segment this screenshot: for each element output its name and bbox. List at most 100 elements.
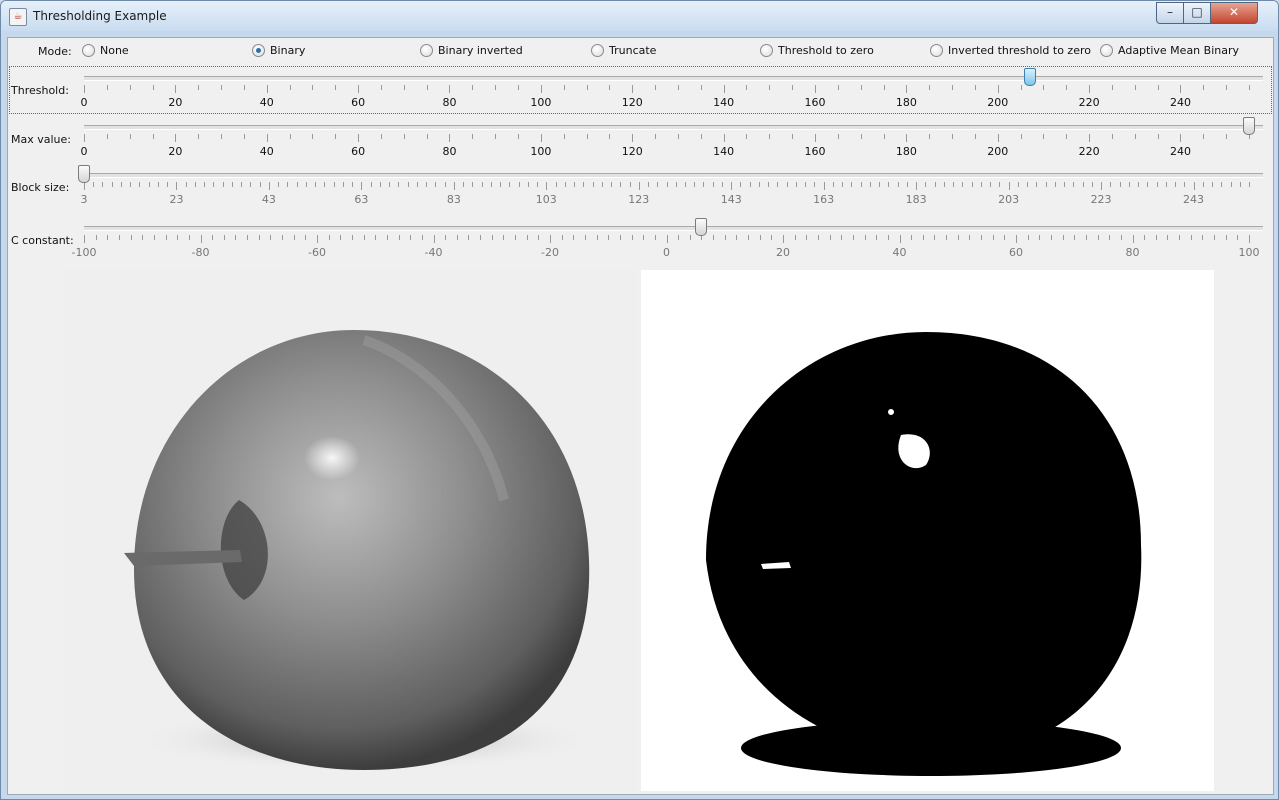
radio-button[interactable] [252, 44, 265, 57]
tick-label: 40 [259, 145, 274, 158]
tick-mark [611, 182, 613, 187]
tick-mark [1214, 235, 1216, 240]
mode-option-label: Inverted threshold to zero [948, 44, 1091, 57]
mode-option-adaptive-mean-binary[interactable]: Adaptive Mean Binary [1100, 44, 1239, 57]
tick-mark [315, 182, 317, 187]
tick-mark [823, 182, 825, 190]
tick-mark [1132, 235, 1134, 243]
block-size-slider-row: Block size: 3 23 43 63 83 103 123 143 163 183 203 22… [8, 162, 1273, 212]
image-area [64, 270, 1214, 791]
tick-mark [317, 235, 318, 243]
tick-mark [731, 182, 733, 190]
block-size-slider-track[interactable] [84, 173, 1263, 178]
tick-mark [657, 182, 659, 187]
tick-mark [235, 235, 237, 240]
tick-mark [130, 235, 132, 240]
radio-button[interactable] [591, 44, 604, 57]
tick-mark [1016, 235, 1017, 243]
tick-mark [883, 85, 885, 90]
tick-mark [997, 134, 999, 142]
tick-mark [1226, 134, 1228, 139]
tick-label: 80 [442, 145, 457, 158]
radio-button[interactable] [930, 44, 943, 57]
close-button[interactable]: ✕ [1210, 2, 1258, 24]
c-constant-label: C constant: [11, 234, 74, 247]
radio-button[interactable] [1100, 44, 1113, 57]
tick-mark [1249, 85, 1250, 90]
tick-label: 60 [351, 145, 366, 158]
tick-mark [957, 235, 959, 240]
threshold-slider-track[interactable] [84, 76, 1263, 81]
block-size-tick-marks [84, 182, 1250, 190]
tick-mark [198, 134, 200, 139]
tick-label: 203 [998, 193, 1020, 206]
thresholded-apple-image [641, 270, 1214, 791]
tick-mark [363, 235, 365, 240]
tick-mark [974, 85, 976, 90]
tick-mark [814, 85, 816, 93]
c-constant-tick-marks [84, 235, 1250, 243]
tick-mark [213, 182, 215, 187]
c-constant-slider-track[interactable] [84, 226, 1263, 231]
radio-button[interactable] [760, 44, 773, 57]
tick-mark [550, 235, 551, 243]
mode-option-binary[interactable]: Binary [252, 44, 305, 57]
tick-mark [997, 85, 999, 93]
tick-label: 0 [80, 145, 88, 158]
tick-mark [403, 134, 405, 139]
tick-mark [1190, 235, 1192, 240]
mode-option-threshold-to-zero[interactable]: Threshold to zero [760, 44, 874, 57]
tick-mark [1027, 182, 1029, 187]
tick-label: 20 [168, 145, 183, 158]
radio-button[interactable] [420, 44, 433, 57]
mode-option-truncate[interactable]: Truncate [591, 44, 656, 57]
title-bar[interactable]: ☕ Thresholding Example – □ ✕ [1, 1, 1278, 31]
tick-mark [1237, 235, 1239, 240]
tick-mark [794, 235, 796, 240]
tick-mark [746, 85, 748, 90]
block-size-slider-thumb[interactable] [78, 165, 90, 183]
tick-mark [167, 182, 169, 187]
threshold-slider-thumb[interactable] [1023, 68, 1036, 86]
tick-mark [305, 235, 307, 240]
tick-mark [490, 182, 492, 187]
tick-mark [792, 134, 794, 139]
tick-mark [1110, 182, 1112, 187]
max-value-slider-thumb[interactable] [1243, 117, 1255, 135]
tick-mark [769, 134, 771, 139]
mode-option-binary-inverted[interactable]: Binary inverted [420, 44, 523, 57]
tick-mark [518, 85, 520, 90]
tick-mark [111, 182, 113, 187]
tick-label: 140 [713, 145, 735, 158]
mode-option-none[interactable]: None [82, 44, 129, 57]
tick-mark [416, 182, 418, 187]
tick-mark [500, 182, 502, 187]
maximize-button[interactable]: □ [1183, 2, 1211, 24]
c-constant-slider-thumb[interactable] [695, 218, 708, 236]
tick-mark [435, 182, 437, 187]
tick-mark [1147, 182, 1149, 187]
mode-option-inverted-threshold-to-zero[interactable]: Inverted threshold to zero [930, 44, 1091, 57]
minimize-icon: – [1167, 5, 1173, 19]
mode-option-label: Threshold to zero [778, 44, 874, 57]
tick-mark [1073, 182, 1075, 187]
tick-mark [266, 85, 268, 93]
tick-mark [1134, 85, 1136, 90]
tick-mark [648, 182, 649, 187]
tick-mark [700, 85, 702, 90]
tick-mark [586, 85, 588, 90]
tick-mark [748, 235, 750, 240]
tick-mark [631, 235, 633, 240]
minimize-button[interactable]: – [1156, 2, 1184, 24]
tick-mark [1230, 182, 1232, 187]
tick-mark [771, 235, 773, 240]
radio-button[interactable] [82, 44, 95, 57]
tick-mark [1062, 235, 1064, 240]
tick-label: 240 [1169, 96, 1191, 109]
mode-option-label: Binary inverted [438, 44, 523, 57]
tick-mark [592, 182, 594, 187]
max-value-slider-track[interactable] [84, 125, 1263, 130]
tick-mark [1004, 235, 1006, 240]
tick-mark [305, 182, 307, 187]
